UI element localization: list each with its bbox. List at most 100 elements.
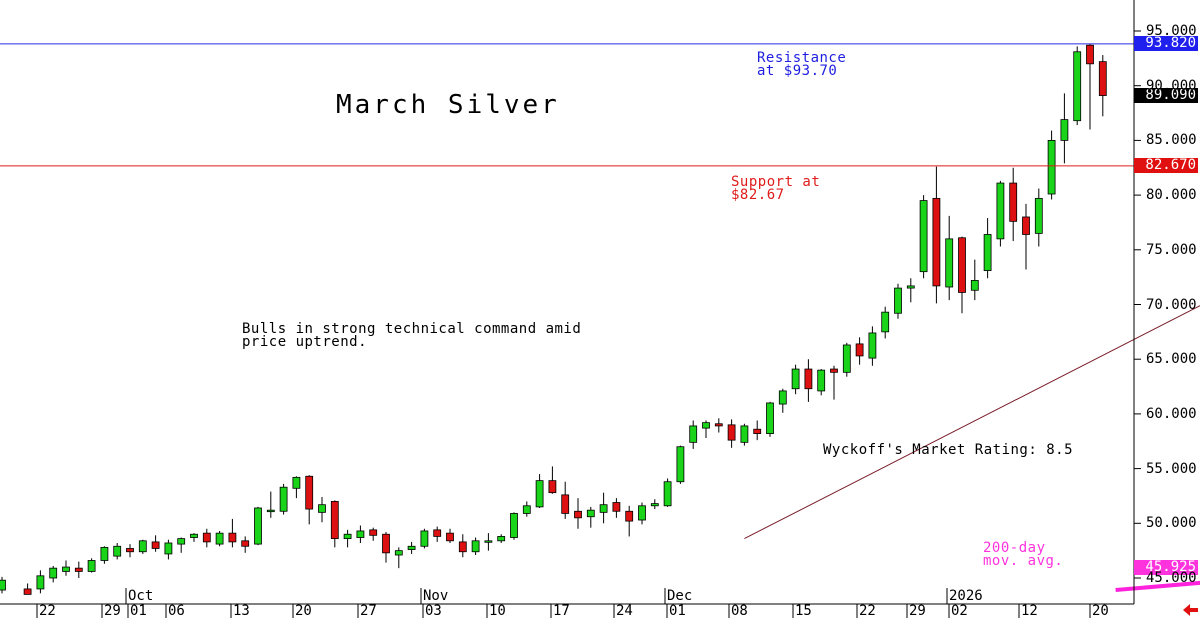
candle-body	[970, 280, 979, 291]
candle-body	[881, 311, 890, 333]
price-tick-label: 90.000	[1146, 77, 1197, 94]
market-rating-annotation: Wyckoff's Market Rating: 8.5	[823, 442, 1074, 458]
moving-average-annotation: 200-day mov. avg.	[983, 540, 1064, 569]
candle-body	[753, 428, 762, 434]
date-tick-label: 22	[39, 603, 56, 619]
candle-body	[1047, 139, 1056, 195]
candle-body	[1022, 216, 1030, 235]
candle-body	[535, 480, 544, 508]
candle-body	[254, 507, 262, 545]
candle-body	[791, 368, 800, 390]
candle-body	[87, 560, 96, 572]
candle-body	[138, 540, 147, 553]
price-tick-label: 65.000	[1146, 351, 1197, 368]
candle-body	[318, 504, 326, 513]
candle-body	[126, 548, 134, 553]
candles	[0, 44, 1107, 595]
candle-body	[830, 368, 838, 373]
support-price-tag: 82.670	[1134, 158, 1198, 174]
candle-body	[548, 480, 557, 494]
candle-body	[638, 505, 646, 521]
candle-body	[855, 343, 864, 357]
date-tick-label: 20	[295, 603, 312, 619]
scroll-left-arrow-icon[interactable]	[1183, 603, 1199, 617]
candle-body	[420, 530, 429, 547]
candle-body	[356, 530, 365, 538]
candle-body	[1034, 197, 1043, 234]
candle-body	[100, 546, 109, 561]
candle-body	[817, 369, 826, 392]
candle-body	[177, 538, 186, 545]
price-tick-label: 75.000	[1146, 241, 1197, 258]
moving-average-price-tag: 45.925	[1134, 560, 1198, 576]
date-tick-label: 29	[909, 603, 926, 619]
candle-body	[484, 540, 493, 543]
candle-body	[215, 532, 224, 545]
resistance-annotation: Resistance at $93.70	[757, 50, 847, 79]
candle-body	[714, 423, 723, 427]
candle-body	[292, 476, 301, 489]
last-price-tag: 89.090	[1134, 88, 1198, 104]
price-tick-label: 60.000	[1146, 405, 1197, 422]
candle-body	[1073, 51, 1082, 122]
date-tick-label: 13	[233, 603, 250, 619]
candle-body	[561, 494, 570, 514]
candle-body	[1086, 44, 1094, 65]
price-tick-label: 95.000	[1146, 23, 1197, 39]
candle-body	[586, 509, 595, 518]
candle-body	[958, 237, 966, 293]
candle-body	[574, 510, 582, 519]
candle-body	[625, 510, 634, 522]
candle-body	[676, 446, 685, 483]
candle-body	[23, 588, 32, 595]
candle-body	[702, 422, 710, 429]
candle-body	[471, 540, 480, 553]
candle-body	[394, 550, 403, 556]
date-tick-label: 22	[859, 603, 876, 619]
resistance-price-tag: 93.820	[1134, 36, 1198, 52]
candle-body	[164, 542, 173, 555]
date-tick-label: 01	[669, 603, 686, 619]
candle-body	[919, 200, 928, 273]
candle-body	[868, 332, 877, 359]
candle-body	[996, 182, 1005, 240]
candle-body	[945, 238, 954, 288]
candle-body	[36, 575, 45, 590]
candle-body	[407, 545, 416, 550]
candle-body	[446, 532, 454, 542]
candle-body	[510, 513, 518, 538]
candle-body	[599, 504, 608, 513]
price-tick-marks	[1134, 30, 1141, 579]
date-tick-label: 29	[104, 603, 121, 619]
candle-body	[689, 425, 698, 443]
candle-body	[433, 529, 442, 537]
time-tick-marks	[36, 588, 1091, 618]
commentary-annotation: Bulls in strong technical command amid p…	[242, 321, 582, 350]
candle-body	[612, 502, 621, 512]
candle-body	[650, 503, 659, 507]
candle-body	[330, 501, 339, 540]
candle-body	[113, 545, 122, 557]
candle-body	[62, 566, 70, 572]
candle-body	[241, 540, 250, 547]
candle-body	[740, 425, 749, 443]
date-tick-label: 01	[130, 603, 147, 619]
candle-body	[932, 197, 941, 287]
candle-body	[522, 505, 531, 514]
date-tick-label: 10	[489, 603, 506, 619]
price-tick-label: 50.000	[1146, 515, 1197, 532]
candle-body	[1060, 119, 1069, 141]
month-label: 2026	[949, 588, 983, 604]
price-tick-label: 45.000	[1146, 570, 1197, 586]
candle-body	[842, 344, 851, 373]
candle-body	[74, 567, 83, 572]
candle-body	[151, 541, 160, 549]
date-tick-label: 06	[168, 603, 185, 619]
candle-body	[497, 536, 506, 542]
date-tick-label: 17	[553, 603, 570, 619]
candle-body	[382, 533, 390, 554]
candle-body	[766, 402, 774, 434]
candle-body	[202, 532, 211, 543]
candle-body	[663, 481, 672, 507]
